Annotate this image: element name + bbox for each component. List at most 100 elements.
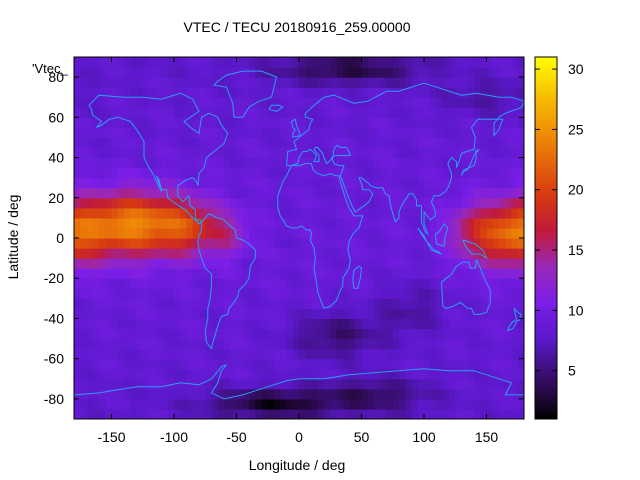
tec-cell: [205, 77, 213, 88]
tec-cell: [224, 398, 231, 410]
tec-cell: [136, 238, 144, 249]
tec-cell: [99, 177, 106, 189]
tec-cell: [499, 77, 506, 88]
tec-cell: [86, 177, 94, 189]
tec-cell: [511, 207, 519, 219]
tec-cell: [355, 147, 363, 159]
tec-cell: [230, 278, 238, 289]
tec-cell: [349, 137, 356, 149]
tec-cell: [149, 107, 156, 118]
tec-cell: [74, 328, 81, 340]
tec-cell: [467, 127, 475, 139]
tec-cell: [136, 77, 144, 88]
tec-cell: [480, 248, 488, 259]
tec-cell: [399, 187, 406, 199]
tec-cell: [511, 408, 519, 419]
tec-cell: [317, 368, 325, 380]
tec-cell: [399, 358, 406, 370]
tec-cell: [105, 338, 113, 350]
tec-cell: [486, 207, 494, 219]
tec-cell: [242, 258, 250, 269]
tec-cell: [161, 258, 169, 269]
tec-cell: [280, 358, 288, 370]
tec-cell: [449, 368, 456, 380]
tec-cell: [405, 157, 413, 169]
tec-cell: [355, 217, 363, 229]
tec-cell: [130, 378, 138, 390]
tec-cell: [261, 147, 269, 159]
tec-cell: [299, 328, 306, 340]
tec-cell: [305, 288, 313, 299]
tec-cell: [474, 87, 481, 98]
tec-cell: [155, 288, 163, 299]
tec-cell: [80, 197, 88, 209]
tec-cell: [511, 157, 519, 169]
tec-cell: [411, 77, 419, 88]
tec-cell: [236, 298, 244, 309]
tec-cell: [280, 147, 288, 159]
tec-cell: [424, 207, 431, 219]
tec-cell: [424, 338, 431, 350]
tec-cell: [230, 328, 238, 340]
tec-cell: [417, 117, 425, 128]
tec-cell: [349, 258, 356, 269]
tec-cell: [455, 137, 463, 149]
tec-cell: [155, 147, 163, 159]
tec-cell: [411, 388, 419, 400]
tec-cell: [436, 87, 444, 98]
tec-cell: [380, 298, 388, 309]
tec-cell: [330, 67, 338, 78]
tec-cell: [86, 217, 94, 229]
tec-cell: [205, 97, 213, 108]
tec-cell: [111, 77, 119, 88]
tec-cell: [455, 67, 463, 78]
tec-cell: [455, 328, 463, 340]
tec-cell: [386, 117, 394, 128]
tec-cell: [355, 348, 363, 360]
tec-cell: [430, 87, 438, 98]
tec-cell: [411, 197, 419, 209]
tec-cell: [117, 67, 125, 78]
tec-cell: [411, 258, 419, 269]
tec-cell: [361, 258, 369, 269]
tec-cell: [349, 348, 356, 360]
tec-cell: [324, 258, 331, 269]
tec-cell: [149, 137, 156, 149]
tec-cell: [255, 117, 263, 128]
tec-cell: [92, 87, 100, 98]
tec-cell: [399, 378, 406, 390]
tec-cell: [467, 398, 475, 410]
tec-cell: [386, 348, 394, 360]
tec-cell: [480, 238, 488, 249]
tec-cell: [449, 127, 456, 139]
tec-cell: [167, 227, 175, 239]
tec-cell: [217, 398, 225, 410]
tec-cell: [242, 338, 250, 350]
tec-cell: [317, 107, 325, 118]
tec-cell: [80, 217, 88, 229]
tec-cell: [355, 197, 363, 209]
tec-cell: [174, 67, 181, 78]
tec-cell: [255, 67, 263, 78]
tec-cell: [124, 368, 131, 380]
tec-cell: [236, 67, 244, 78]
tec-cell: [330, 227, 338, 239]
tec-cell: [111, 378, 119, 390]
tec-cell: [136, 207, 144, 219]
tec-cell: [499, 117, 506, 128]
tec-cell: [192, 248, 200, 259]
tec-cell: [392, 207, 400, 219]
tec-cell: [155, 127, 163, 139]
tec-cell: [311, 308, 319, 320]
tec-cell: [417, 87, 425, 98]
tec-cell: [205, 147, 213, 159]
tec-cell: [380, 187, 388, 199]
tec-cell: [455, 207, 463, 219]
tec-cell: [242, 187, 250, 199]
tec-cell: [80, 308, 88, 320]
tec-cell: [449, 187, 456, 199]
tec-cell: [480, 177, 488, 189]
tec-cell: [92, 227, 100, 239]
tec-cell: [405, 308, 413, 320]
